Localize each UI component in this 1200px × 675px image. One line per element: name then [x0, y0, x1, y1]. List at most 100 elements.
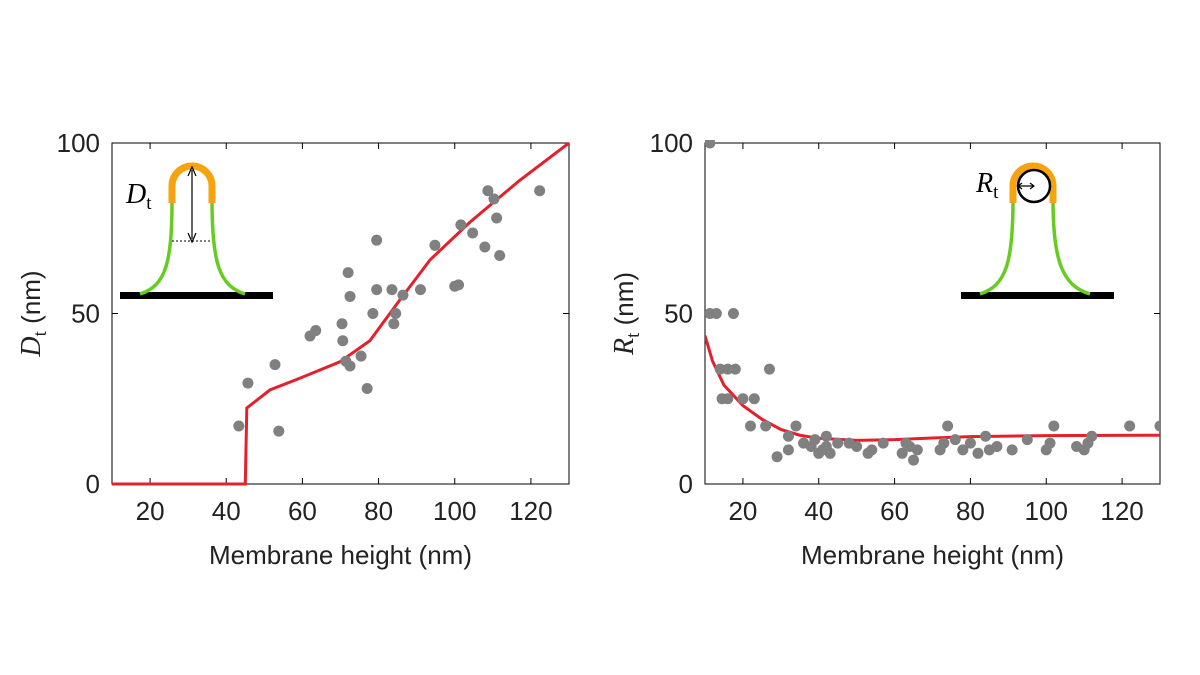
- data-point: [534, 185, 546, 197]
- data-point: [866, 444, 878, 456]
- data-point: [482, 185, 494, 197]
- data-point: [1006, 444, 1018, 456]
- data-point: [710, 308, 722, 319]
- inset-diagram-tube: Dt: [120, 162, 273, 299]
- data-point: [386, 284, 398, 296]
- data-point: [242, 377, 254, 389]
- x-tick-label: 20: [728, 496, 757, 526]
- substrate-bar: [961, 292, 1114, 299]
- data-point: [824, 447, 836, 459]
- data-point: [397, 289, 409, 301]
- tube-cap: [1009, 162, 1057, 203]
- y-label-subscript: t: [30, 330, 51, 336]
- tube-neck: [139, 199, 246, 296]
- data-point: [980, 430, 992, 442]
- data-point: [727, 308, 739, 319]
- data-point: [714, 363, 726, 375]
- data-point: [790, 420, 802, 432]
- data-point: [269, 359, 281, 371]
- data-point: [745, 420, 756, 432]
- arrow-heads: [187, 165, 197, 244]
- inset-label: Rt: [975, 168, 999, 203]
- x-tick-label: 120: [1100, 496, 1143, 526]
- data-point: [371, 284, 383, 296]
- plot-area: [705, 140, 1160, 466]
- data-point: [310, 325, 322, 337]
- data-point: [722, 393, 734, 405]
- data-point: [877, 437, 889, 449]
- data-point: [388, 318, 400, 330]
- x-tick-label: 120: [509, 496, 552, 526]
- data-point: [233, 420, 245, 432]
- data-point: [911, 444, 923, 456]
- data-point: [964, 437, 976, 449]
- y-tick-label: 50: [664, 299, 693, 329]
- x-tick-label: 80: [364, 496, 393, 526]
- data-point: [455, 219, 467, 231]
- x-tick-label: 60: [880, 496, 909, 526]
- y-label-symbol: D: [16, 336, 47, 357]
- chart-panel: 20 40 60 80 100 120 0 50 100 Membrane height (nm)…: [609, 128, 1161, 570]
- y-label-unit: (nm): [609, 272, 639, 325]
- x-tick-label: 40: [804, 496, 833, 526]
- y-label-subscript: t: [623, 332, 644, 338]
- y-tick-label: 100: [650, 128, 693, 158]
- x-tick-label: 40: [212, 496, 241, 526]
- inset-subscript: t: [993, 182, 999, 203]
- data-point: [729, 363, 741, 375]
- data-point: [367, 308, 379, 319]
- plot-area: [112, 141, 569, 486]
- y-label-space: [609, 325, 639, 332]
- x-tick-label: 100: [433, 496, 476, 526]
- data-point: [782, 430, 794, 442]
- data-point: [820, 430, 832, 442]
- data-point: [851, 440, 863, 452]
- data-point: [355, 350, 367, 362]
- y-tick-label: 100: [57, 128, 100, 158]
- data-point: [429, 239, 441, 251]
- data-point: [1044, 437, 1056, 449]
- data-point: [1124, 420, 1136, 432]
- data-point: [1154, 420, 1160, 432]
- data-point: [1021, 434, 1033, 446]
- data-point: [737, 393, 749, 405]
- data-point: [896, 447, 908, 459]
- x-tick-label: 60: [288, 496, 317, 526]
- data-point: [336, 318, 348, 330]
- data-point: [344, 290, 356, 302]
- tube-neck: [979, 199, 1091, 296]
- inset-diagram-radius: Rt: [961, 162, 1114, 299]
- inset-label: Dt: [125, 179, 152, 214]
- data-point: [782, 444, 794, 456]
- data-point: [832, 437, 844, 449]
- data-point: [771, 451, 783, 463]
- x-tick-label: 100: [1025, 496, 1068, 526]
- data-point: [809, 434, 821, 446]
- y-tick-label: 50: [71, 299, 100, 329]
- y-tick-label: 0: [679, 469, 693, 499]
- substrate-bar: [120, 292, 273, 299]
- inset-subscript: t: [146, 193, 152, 214]
- data-point: [361, 383, 373, 395]
- data-point: [748, 393, 760, 405]
- data-point: [957, 444, 969, 456]
- y-tick-label: 0: [86, 469, 100, 499]
- data-point: [763, 363, 775, 375]
- y-axis-label: Rt (nm): [609, 272, 644, 356]
- chart-panel: 20 40 60 80 100 120 0 50 100 Membrane height (nm)…: [16, 128, 570, 570]
- y-label-space: [16, 324, 46, 331]
- x-tick-label: 20: [136, 496, 165, 526]
- data-point: [371, 234, 383, 246]
- x-axis-label: Membrane height (nm): [209, 540, 472, 570]
- data-point: [414, 284, 426, 296]
- data-point: [1048, 420, 1060, 432]
- data-point: [494, 250, 506, 262]
- radius-arrow: [1017, 182, 1035, 190]
- data-point: [949, 434, 961, 446]
- y-label-unit: (nm): [16, 270, 46, 323]
- x-tick-label: 80: [956, 496, 985, 526]
- data-point: [390, 308, 402, 319]
- data-point: [337, 335, 349, 347]
